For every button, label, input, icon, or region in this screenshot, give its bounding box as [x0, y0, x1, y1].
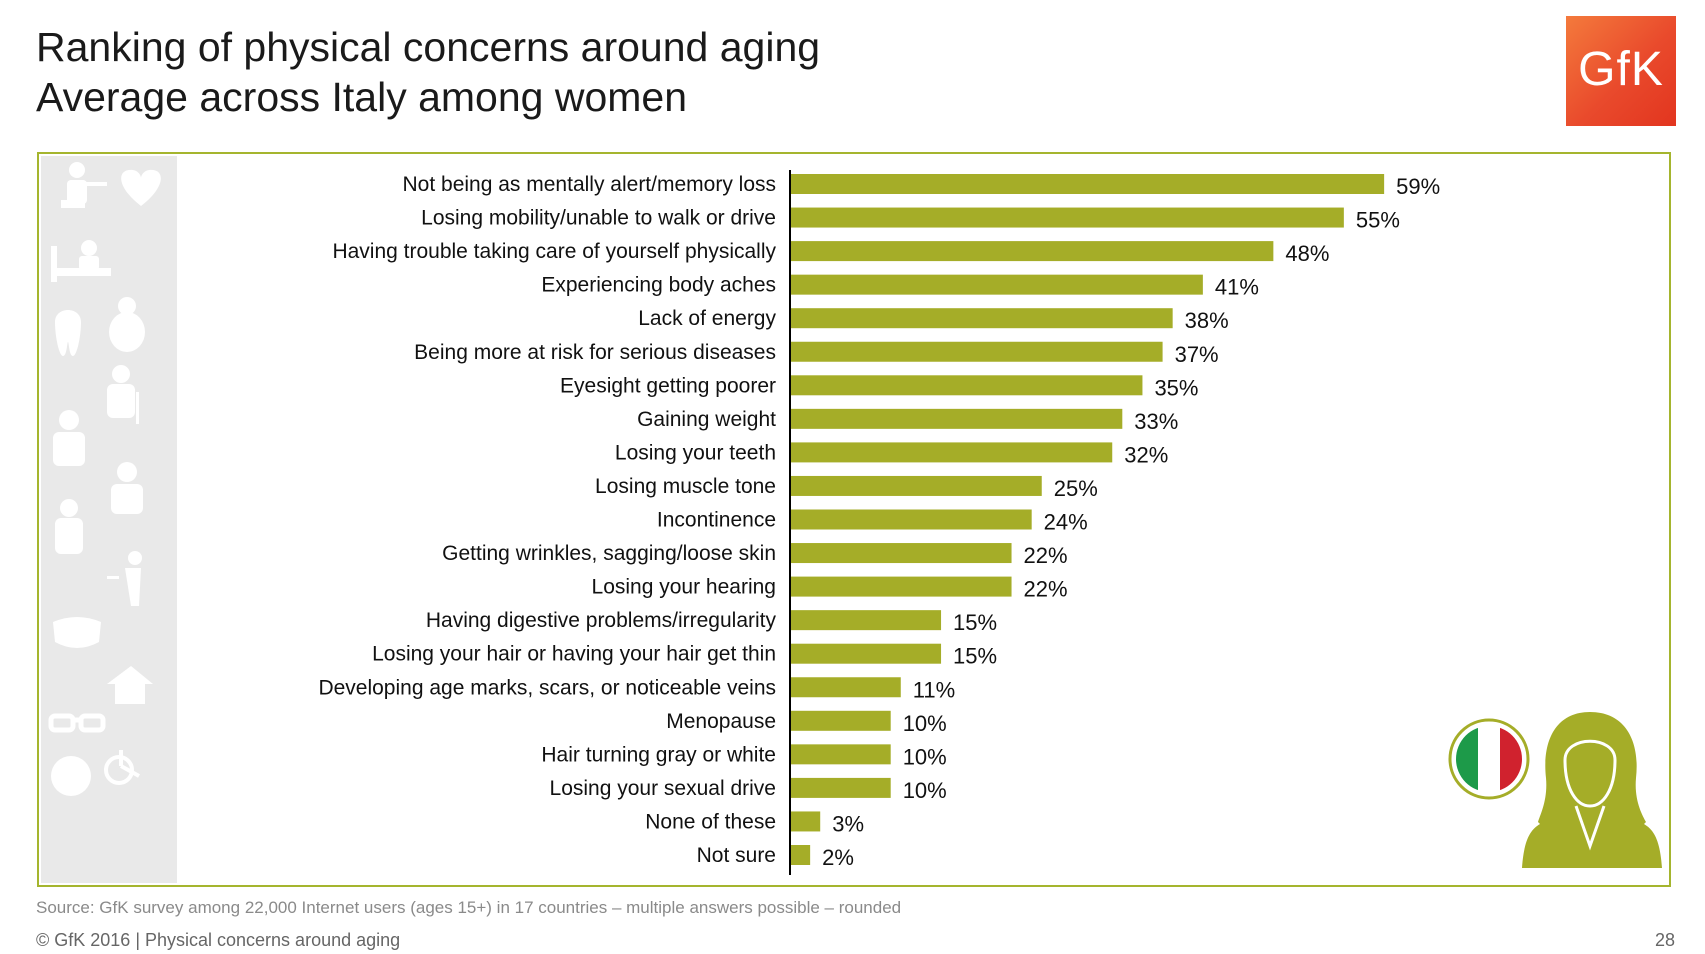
category-label: Having trouble taking care of yourself p… — [332, 240, 776, 263]
dentures-icon — [53, 617, 101, 648]
bar — [790, 777, 891, 798]
category-label: Having digestive problems/irregularity — [426, 609, 777, 632]
data-label: 10% — [903, 778, 947, 803]
freckled-person-icon — [111, 462, 143, 514]
category-label: Experiencing body aches — [541, 274, 776, 297]
data-label: 37% — [1175, 342, 1219, 367]
italy-flag-icon — [1448, 718, 1530, 800]
data-label: 38% — [1185, 308, 1229, 333]
gfk-logo-text: GfK — [1578, 43, 1664, 96]
data-label: 33% — [1134, 409, 1178, 434]
bar — [790, 710, 891, 731]
category-label: Not sure — [697, 844, 776, 867]
bar — [790, 475, 1042, 496]
category-label: Developing age marks, scars, or noticeab… — [318, 676, 776, 699]
bar — [790, 811, 821, 832]
category-label: Losing your hair or having your hair get… — [372, 643, 776, 666]
bar — [790, 274, 1203, 295]
data-label: 10% — [903, 711, 947, 736]
bar — [790, 375, 1143, 396]
headache-icon — [107, 666, 153, 704]
overweight-person-icon — [109, 297, 145, 352]
data-label: 15% — [953, 644, 997, 669]
category-label: Hair turning gray or white — [541, 743, 776, 766]
coughing-person-icon — [55, 499, 83, 554]
data-label: 48% — [1285, 241, 1329, 266]
bar — [790, 207, 1344, 228]
wheelchair-icon — [104, 750, 140, 785]
person-in-bed-icon — [51, 240, 111, 282]
footer-copyright: © GfK 2016 | Physical concerns around ag… — [36, 930, 401, 950]
gfk-logo: GfK — [1566, 16, 1676, 126]
page-subtitle: Average across Italy among women — [36, 74, 688, 120]
data-label: 22% — [1024, 543, 1068, 568]
bar — [790, 174, 1385, 194]
bar — [790, 509, 1032, 530]
category-labels: Not being as mentally alert/memory loss L… — [318, 173, 776, 867]
category-label: Lack of energy — [638, 307, 776, 330]
bar — [790, 442, 1113, 463]
data-label: 2% — [822, 845, 854, 870]
data-label: 15% — [953, 610, 997, 635]
data-label: 41% — [1215, 275, 1259, 300]
page-number: 28 — [1654, 930, 1675, 950]
chart-frame — [37, 152, 1671, 887]
category-label: Being more at risk for serious diseases — [414, 341, 776, 364]
data-label: 24% — [1044, 510, 1088, 535]
bar — [790, 241, 1274, 262]
data-label: 35% — [1154, 375, 1198, 400]
category-label: Incontinence — [657, 509, 776, 532]
data-label: 55% — [1356, 208, 1400, 233]
data-label: 25% — [1054, 476, 1098, 501]
source-note: Source: GfK survey among 22,000 Internet… — [36, 898, 902, 917]
bar — [790, 341, 1163, 362]
heartbeat-icon — [121, 169, 161, 206]
category-label: None of these — [645, 810, 776, 833]
bar — [790, 845, 811, 865]
category-label: Getting wrinkles, sagging/loose skin — [442, 542, 776, 565]
data-label: 10% — [903, 744, 947, 769]
bar — [790, 543, 1012, 564]
back-pain-icon — [107, 551, 142, 606]
bar — [790, 576, 1012, 597]
bars-group — [790, 174, 1385, 865]
category-label: Not being as mentally alert/memory loss — [403, 173, 776, 196]
icon-sidebar — [41, 156, 177, 883]
glasses-icon — [48, 713, 106, 733]
category-label: Menopause — [666, 710, 776, 733]
woman-silhouette-icon — [1522, 712, 1662, 868]
bar — [790, 677, 901, 698]
tooth-icon — [55, 310, 81, 356]
category-label: Eyesight getting poorer — [560, 374, 776, 397]
category-label: Losing your hearing — [592, 576, 776, 599]
person-with-cane-icon — [107, 365, 139, 424]
bar — [790, 408, 1123, 429]
category-label: Losing your teeth — [615, 441, 776, 464]
sad-person-icon — [53, 410, 85, 466]
bar — [790, 744, 891, 765]
page-title: Ranking of physical concerns around agin… — [36, 24, 821, 70]
data-label: 3% — [832, 811, 864, 836]
ear-icon — [51, 756, 91, 796]
category-label: Losing your sexual drive — [550, 777, 776, 800]
bar — [790, 643, 942, 664]
data-label: 32% — [1124, 442, 1168, 467]
category-label: Gaining weight — [637, 408, 776, 431]
data-label: 11% — [913, 677, 955, 702]
person-at-desk-icon — [61, 162, 107, 208]
data-label: 22% — [1024, 577, 1068, 602]
bar — [790, 610, 942, 631]
value-labels: 59% 55% 48% 41% 38% 37% 35% 33% 32% 25% 24% 22% 22% 1… — [822, 174, 1440, 870]
category-label: Losing muscle tone — [595, 475, 776, 498]
bar — [790, 308, 1173, 329]
category-label: Losing mobility/unable to walk or drive — [421, 207, 776, 230]
data-label: 59% — [1396, 174, 1440, 199]
